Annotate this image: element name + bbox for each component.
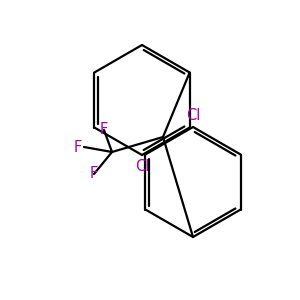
Text: F: F xyxy=(90,167,98,182)
Text: F: F xyxy=(74,140,82,154)
Text: Cl: Cl xyxy=(186,108,200,123)
Text: F: F xyxy=(100,122,108,137)
Text: Cl: Cl xyxy=(135,159,149,174)
